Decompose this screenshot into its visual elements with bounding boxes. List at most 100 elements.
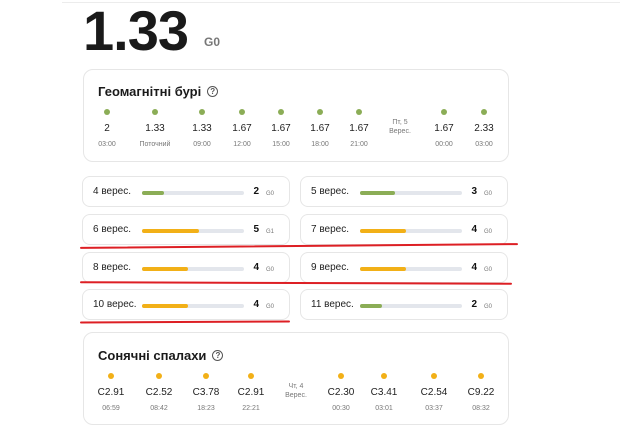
day-date-label: 4 верес. <box>93 186 132 197</box>
status-dot-icon <box>338 373 344 379</box>
day-divider-month: Верес. <box>285 392 307 399</box>
status-dot-icon <box>441 109 447 115</box>
timeline-point[interactable]: 1.67 12:00 <box>220 109 264 148</box>
status-dot-icon <box>478 373 484 379</box>
day-forecast-card[interactable]: 4 верес. 2 G0 <box>82 176 290 207</box>
timeline-point[interactable]: 1.67 21:00 <box>337 109 381 148</box>
point-value: C3.41 <box>370 387 398 398</box>
help-icon[interactable]: ? <box>207 86 219 97</box>
timeline-point[interactable]: 2 03:00 <box>85 109 129 148</box>
point-time: 18:23 <box>197 405 215 412</box>
status-dot-icon <box>199 109 205 115</box>
point-time: 08:42 <box>150 405 168 412</box>
day-forecast-card[interactable]: 11 верес. 2 G0 <box>300 289 508 320</box>
help-icon[interactable]: ? <box>212 350 224 361</box>
level-bar-track <box>142 267 244 271</box>
point-value: 1.33 <box>192 123 212 134</box>
timeline-point[interactable]: C2.91 22:21 <box>229 373 273 412</box>
status-dot-icon <box>317 109 323 115</box>
kp-level-value: 4 <box>253 299 259 310</box>
level-bar-fill <box>142 267 188 271</box>
day-forecast-card[interactable]: 7 верес. 4 G0 <box>300 214 508 245</box>
day-date-label: 10 верес. <box>93 299 137 310</box>
day-divider-date: Чт, 4 <box>288 383 304 390</box>
solar-flares-title: Сонячні спалахи <box>98 348 207 363</box>
point-value: 1.67 <box>232 123 252 134</box>
level-bar-track <box>360 267 462 271</box>
point-time: 06:59 <box>102 405 120 412</box>
point-value: 1.67 <box>310 123 330 134</box>
point-value: 1.67 <box>271 123 291 134</box>
status-dot-icon <box>248 373 254 379</box>
day-forecast-card[interactable]: 5 верес. 3 G0 <box>300 176 508 207</box>
point-time: 18:00 <box>311 141 329 148</box>
status-dot-icon <box>278 109 284 115</box>
status-dot-icon <box>156 373 162 379</box>
kp-level-value: 2 <box>253 186 259 197</box>
level-bar-fill <box>142 191 165 195</box>
timeline-point[interactable]: 1.67 00:00 <box>422 109 466 148</box>
level-bar-track <box>360 229 462 233</box>
level-bar-fill <box>142 304 188 308</box>
point-value: C9.22 <box>467 387 495 398</box>
storm-scale-unit: G0 <box>265 304 274 310</box>
point-time: 08:32 <box>472 405 490 412</box>
kp-level-value: 5 <box>253 224 259 235</box>
timeline-point[interactable]: C2.52 08:42 <box>137 373 181 412</box>
status-dot-icon <box>104 109 110 115</box>
storm-scale-unit: G0 <box>483 267 492 273</box>
day-forecast-card[interactable]: 6 верес. 5 G1 <box>82 214 290 245</box>
timeline-point[interactable]: C2.30 00:30 <box>319 373 363 412</box>
kp-level-value: 4 <box>253 262 259 273</box>
point-value: 2.33 <box>474 123 494 134</box>
timeline-point[interactable]: 1.67 15:00 <box>259 109 303 148</box>
status-dot-icon <box>203 373 209 379</box>
day-divider: Чт, 4 Верес. <box>274 379 318 399</box>
day-date-label: 7 верес. <box>311 224 350 235</box>
level-bar-fill <box>360 191 395 195</box>
timeline-point[interactable]: 1.67 18:00 <box>298 109 342 148</box>
level-bar-fill <box>360 267 406 271</box>
red-underline <box>79 320 291 324</box>
timeline-point[interactable]: C9.22 08:32 <box>459 373 503 412</box>
level-bar-track <box>360 191 462 195</box>
status-dot-icon <box>431 373 437 379</box>
day-forecast-card[interactable]: 10 верес. 4 G0 <box>82 289 290 320</box>
point-time: Поточний <box>139 141 171 148</box>
status-dot-icon <box>356 109 362 115</box>
current-kp-unit: G0 <box>204 35 221 49</box>
point-time: 03:00 <box>98 141 116 148</box>
solar-flares-card: Сонячні спалахи ? C2.91 06:59 C2.52 08:42 C3… <box>83 332 509 425</box>
current-kp-value: 1.33 <box>83 0 189 62</box>
status-dot-icon <box>108 373 114 379</box>
storm-scale-unit: G0 <box>483 304 492 310</box>
point-time: 22:21 <box>242 405 260 412</box>
point-value: C2.91 <box>237 387 265 398</box>
timeline-point[interactable]: 2.33 03:00 <box>462 109 506 148</box>
point-value: 1.67 <box>434 123 454 134</box>
point-time: 09:00 <box>193 141 211 148</box>
status-dot-icon <box>152 109 158 115</box>
level-bar-track <box>142 304 244 308</box>
day-forecast-card[interactable]: 8 верес. 4 G0 <box>82 252 290 283</box>
level-bar-fill <box>360 229 406 233</box>
status-dot-icon <box>481 109 487 115</box>
point-time: 03:01 <box>375 405 393 412</box>
day-date-label: 5 верес. <box>311 186 350 197</box>
timeline-point[interactable]: 1.33 09:00 <box>180 109 224 148</box>
timeline-point[interactable]: C3.41 03:01 <box>362 373 406 412</box>
point-value: 2 <box>104 123 110 134</box>
timeline-point[interactable]: C3.78 18:23 <box>184 373 228 412</box>
timeline-point[interactable]: C2.91 06:59 <box>89 373 133 412</box>
point-value: C3.78 <box>192 387 220 398</box>
point-value: C2.54 <box>420 387 448 398</box>
day-date-label: 8 верес. <box>93 262 132 273</box>
day-divider-month: Верес. <box>389 128 411 135</box>
timeline-point[interactable]: C2.54 03:37 <box>412 373 456 412</box>
timeline-point[interactable]: 1.33 Поточний <box>133 109 177 148</box>
day-date-label: 9 верес. <box>311 262 350 273</box>
point-time: 15:00 <box>272 141 290 148</box>
day-divider: Пт, 5 Верес. <box>378 115 422 135</box>
storm-scale-unit: G0 <box>483 191 492 197</box>
day-forecast-card[interactable]: 9 верес. 4 G0 <box>300 252 508 283</box>
